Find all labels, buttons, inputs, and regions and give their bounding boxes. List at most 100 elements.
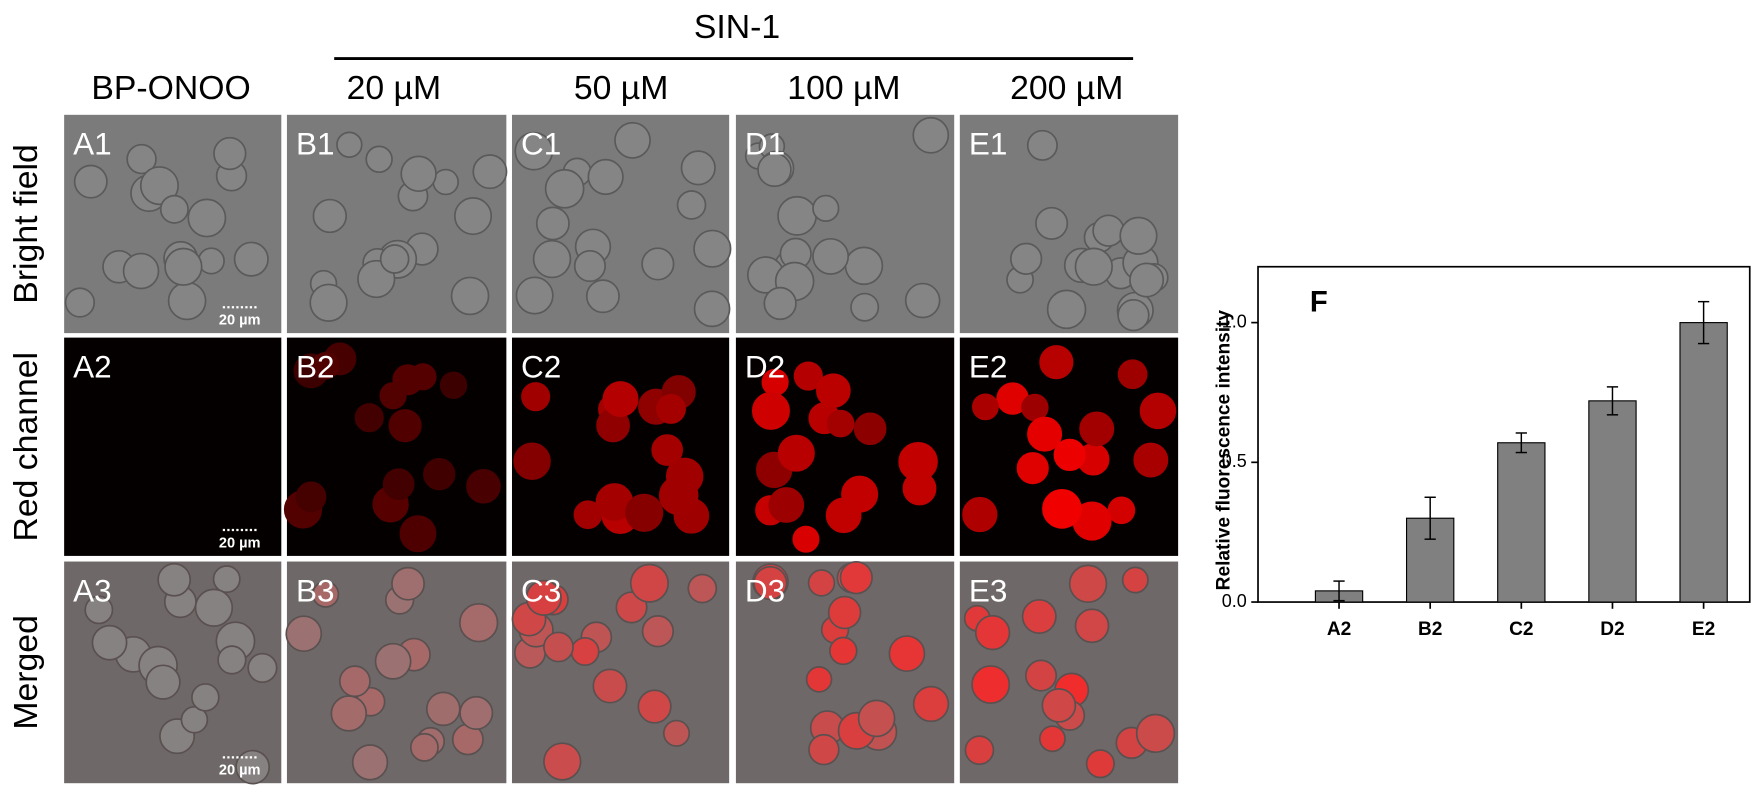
cell (839, 560, 873, 595)
panel-label: E1 (969, 126, 1008, 162)
cell (763, 286, 797, 321)
y-tick-label: 0.5 (1222, 451, 1247, 471)
micrograph (64, 337, 282, 556)
cell (235, 749, 271, 785)
cell (637, 689, 672, 724)
cell (1026, 129, 1058, 161)
cell (544, 168, 585, 209)
cell (974, 614, 1011, 651)
cell (164, 247, 203, 286)
cell (1107, 496, 1136, 525)
cell (1024, 659, 1058, 692)
cell (466, 468, 501, 504)
bar (1588, 400, 1637, 603)
column-label: 20 µM (347, 69, 441, 107)
cell (680, 150, 716, 186)
cell (812, 194, 840, 222)
cell (1092, 214, 1125, 247)
cell (311, 352, 340, 380)
cell (439, 371, 468, 400)
cell (573, 249, 607, 283)
cell (338, 665, 371, 698)
cell (139, 166, 179, 206)
row-label: Bright field (7, 144, 45, 303)
cell (904, 282, 941, 319)
bar (1497, 442, 1546, 603)
cell (145, 664, 181, 700)
cell (379, 244, 410, 274)
cell (825, 497, 862, 534)
cell (391, 566, 425, 601)
cell (592, 668, 628, 704)
x-tick-label: C2 (1509, 619, 1533, 640)
cell (312, 580, 340, 608)
cell (159, 194, 189, 224)
cell (812, 237, 850, 275)
cell (450, 276, 490, 316)
cell (1135, 713, 1176, 754)
panel-label: A3 (73, 572, 112, 608)
cell (693, 290, 731, 328)
cell (853, 412, 887, 446)
cell (1053, 438, 1086, 472)
cell (379, 382, 407, 410)
cell (808, 733, 840, 766)
panel-label: D1 (745, 126, 785, 162)
panel-letter: F (1310, 287, 1328, 319)
cell (826, 409, 855, 438)
cell (388, 409, 422, 443)
column-label: 100 µM (787, 69, 900, 107)
cell (1038, 725, 1066, 753)
cell (354, 403, 384, 433)
cell (400, 155, 437, 193)
cell (167, 281, 207, 321)
cell (1139, 392, 1177, 430)
cell (423, 458, 456, 491)
cell (1035, 206, 1069, 240)
cell (587, 158, 624, 196)
cell (793, 361, 823, 391)
cell (827, 595, 862, 630)
cell (850, 292, 880, 322)
column-label: BP-ONOO (91, 69, 250, 107)
y-tick-label: 1.0 (1222, 311, 1247, 331)
column-label: 200 µM (1010, 69, 1123, 107)
cell (641, 247, 675, 281)
cell (676, 190, 707, 220)
x-tick-label: D2 (1600, 619, 1624, 640)
cell (432, 168, 460, 196)
row-label: Red channel (7, 352, 45, 542)
cell (399, 515, 437, 553)
cell (64, 287, 96, 318)
cell (656, 393, 686, 424)
cell (382, 468, 415, 501)
row-label: Merged (7, 615, 45, 729)
cell (753, 565, 788, 601)
cell (902, 471, 937, 506)
x-tick-label: A2 (1327, 619, 1351, 640)
cell (295, 481, 327, 513)
cell (453, 197, 493, 236)
group-header: SIN-1 (694, 8, 780, 46)
cell (247, 652, 278, 684)
panel-label: A1 (73, 126, 112, 162)
y-tick-label: 0.0 (1222, 591, 1247, 611)
cell (180, 705, 209, 734)
cell (285, 615, 323, 653)
cell (84, 595, 114, 625)
panel-label: B2 (296, 348, 335, 384)
cell (351, 744, 389, 781)
cell (792, 525, 820, 553)
cell (1117, 359, 1148, 390)
cell (777, 434, 815, 472)
cell (1129, 262, 1165, 298)
cell (805, 666, 833, 693)
cell (73, 164, 108, 199)
cell (514, 131, 554, 171)
cell (543, 742, 582, 781)
x-tick-label: E2 (1692, 619, 1715, 640)
cell (409, 363, 437, 391)
cell (614, 121, 651, 159)
cell (157, 562, 192, 597)
